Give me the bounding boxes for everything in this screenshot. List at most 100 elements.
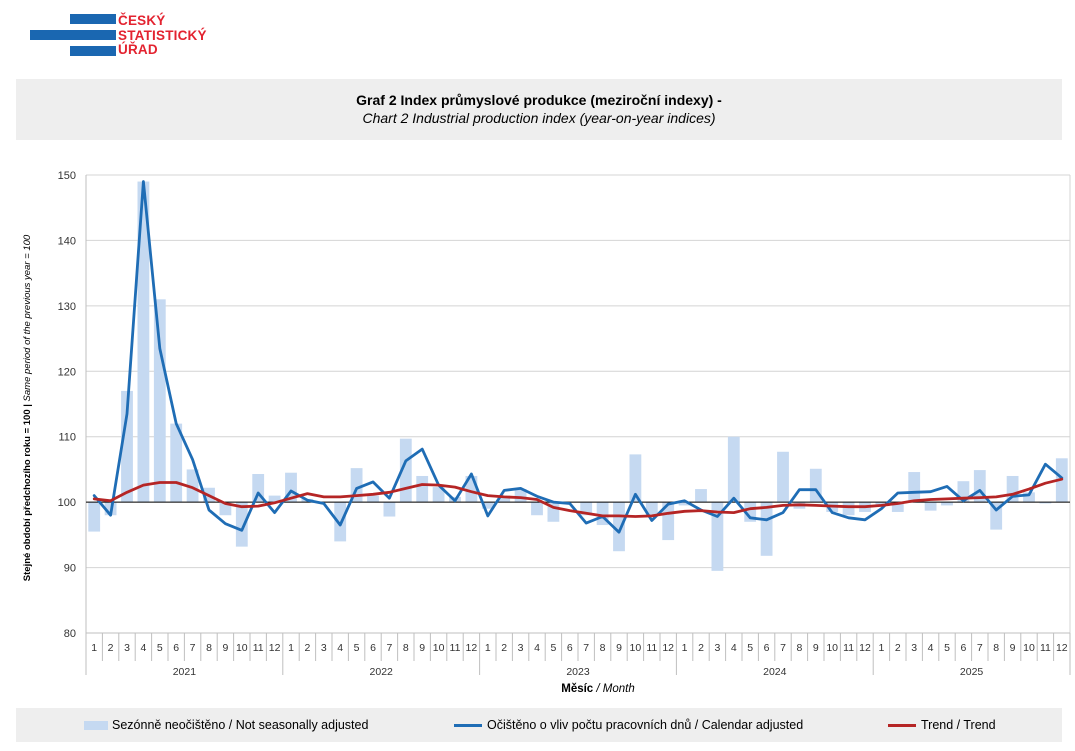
bar-not-seasonally-adjusted [645, 502, 658, 516]
bar-not-seasonally-adjusted [1039, 502, 1052, 504]
chart-title: Graf 2 Index průmyslové produkce (meziro… [356, 92, 722, 108]
x-tick-label-month: 1 [682, 642, 688, 654]
x-tick-label-month: 8 [206, 642, 212, 654]
x-tick-label-month: 3 [911, 642, 917, 654]
bar-not-seasonally-adjusted [531, 502, 543, 516]
x-tick-label-month: 11 [1040, 642, 1051, 654]
x-tick-label-month: 7 [386, 642, 392, 654]
logo-bars-icon [30, 14, 116, 56]
legend-swatch-bars [84, 720, 108, 730]
y-tick-label: 130 [58, 301, 76, 313]
bar-not-seasonally-adjusted [678, 502, 691, 506]
x-tick-label-month: 3 [714, 642, 720, 654]
bar-not-seasonally-adjusted [153, 299, 166, 503]
bar-not-seasonally-adjusted [842, 502, 855, 516]
y-tick-label: 110 [58, 432, 76, 444]
x-axis-title-bold: Měsíc [561, 683, 594, 695]
legend-item-calendar: Očištěno o vliv počtu pracovních dnů / C… [454, 708, 803, 742]
x-tick-label-month: 12 [466, 642, 478, 654]
x-axis-title: Měsíc / Month [561, 683, 635, 695]
x-tick-label-month: 9 [1010, 642, 1016, 654]
x-tick-label-month: 6 [764, 642, 770, 654]
x-tick-label-month: 9 [616, 642, 622, 654]
logo-line-3: ÚŘAD [118, 42, 158, 57]
x-tick-label-month: 10 [433, 642, 445, 654]
x-tick-label-month: 12 [662, 642, 674, 654]
y-tick-label: 120 [58, 366, 76, 378]
bar-not-seasonally-adjusted [957, 481, 970, 503]
x-tick-label-year: 2022 [370, 666, 394, 678]
bar-not-seasonally-adjusted [498, 495, 511, 503]
x-tick-label-month: 1 [288, 642, 294, 654]
bar-not-seasonally-adjusted [432, 487, 445, 503]
x-tick-label-month: 10 [1023, 642, 1035, 654]
x-tick-label-month: 2 [108, 642, 114, 654]
bar-not-seasonally-adjusted [137, 181, 150, 503]
bar-not-seasonally-adjusted [662, 502, 675, 541]
bar-not-seasonally-adjusted [809, 468, 822, 503]
x-tick-label-month: 4 [337, 642, 343, 654]
x-tick-label-month: 7 [190, 642, 196, 654]
x-tick-label-month: 5 [747, 642, 753, 654]
x-tick-label-month: 7 [977, 642, 983, 654]
bar-not-seasonally-adjusted [875, 502, 888, 506]
chart-legend: Sezónně neočištěno / Not seasonally adju… [16, 708, 1062, 742]
x-tick-label-month: 4 [928, 642, 934, 654]
bar-not-seasonally-adjusted [383, 502, 396, 517]
x-tick-label-month: 4 [731, 642, 737, 654]
x-tick-label-month: 1 [485, 642, 491, 654]
x-tick-label-month: 3 [124, 642, 130, 654]
bar-not-seasonally-adjusted [908, 472, 921, 503]
x-tick-label-month: 8 [796, 642, 802, 654]
legend-label-trend: Trend / Trend [921, 718, 996, 732]
bar-not-seasonally-adjusted [695, 489, 707, 503]
x-tick-label-month: 11 [450, 642, 461, 654]
bar-not-seasonally-adjusted [744, 502, 757, 522]
x-tick-label-month: 9 [813, 642, 819, 654]
x-tick-label-month: 1 [91, 642, 97, 654]
x-tick-label-year: 2025 [960, 666, 984, 678]
x-tick-label-month: 6 [173, 642, 179, 654]
x-tick-label-month: 5 [157, 642, 163, 654]
y-axis-title-bold: Stejné období předchozího roku = 100 | [22, 401, 33, 581]
bar-not-seasonally-adjusted [941, 502, 953, 506]
x-tick-label-month: 6 [960, 642, 966, 654]
x-tick-label-month: 8 [600, 642, 606, 654]
x-tick-label-month: 9 [419, 642, 425, 654]
x-tick-label-year: 2023 [566, 666, 590, 678]
bar-not-seasonally-adjusted [416, 475, 429, 503]
x-tick-label-month: 12 [269, 642, 281, 654]
chart-title-box: Graf 2 Index průmyslové produkce (meziro… [16, 79, 1062, 140]
legend-label-calendar: Očištěno o vliv počtu pracovních dnů / C… [487, 718, 804, 732]
x-tick-label-year: 2021 [173, 666, 197, 678]
bar-not-seasonally-adjusted [629, 454, 642, 503]
y-tick-label: 100 [58, 497, 76, 509]
x-tick-label-month: 11 [646, 642, 657, 654]
y-tick-label: 90 [64, 563, 76, 575]
x-tick-label-month: 10 [826, 642, 838, 654]
x-tick-label-month: 8 [403, 642, 409, 654]
bar-not-seasonally-adjusted [186, 469, 199, 503]
logo-text: ČESKÝ STATISTICKÝ ÚŘAD [118, 13, 207, 58]
x-tick-label-month: 6 [370, 642, 376, 654]
x-tick-label-month: 3 [518, 642, 524, 654]
csu-logo: ČESKÝ STATISTICKÝ ÚŘAD [28, 12, 228, 62]
bar-not-seasonally-adjusted [88, 502, 101, 532]
bar-not-seasonally-adjusted [465, 475, 478, 503]
bar-not-seasonally-adjusted [613, 502, 625, 552]
chart-subtitle: Chart 2 Industrial production index (yea… [362, 110, 716, 126]
x-tick-label-month: 10 [236, 642, 248, 654]
bar-not-seasonally-adjusted [285, 472, 297, 503]
bar-not-seasonally-adjusted [350, 468, 363, 503]
bar-not-seasonally-adjusted [268, 495, 281, 503]
y-tick-label: 80 [64, 628, 76, 640]
x-tick-label-month: 7 [780, 642, 786, 654]
x-tick-label-month: 5 [354, 642, 360, 654]
bar-not-seasonally-adjusted [367, 495, 379, 503]
bar-not-seasonally-adjusted [547, 502, 560, 522]
bar-not-seasonally-adjusted [1006, 475, 1019, 503]
bar-not-seasonally-adjusted [891, 502, 904, 512]
legend-swatch-trend [888, 723, 916, 727]
bar-not-seasonally-adjusted [924, 502, 937, 511]
